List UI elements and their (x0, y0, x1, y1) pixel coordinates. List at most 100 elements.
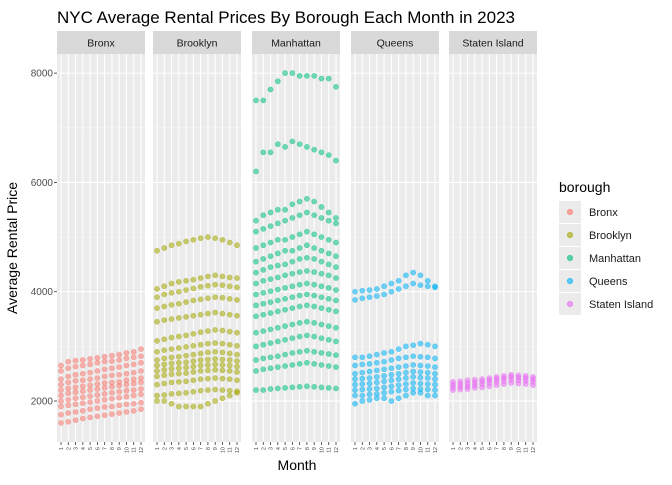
data-point (130, 354, 137, 361)
legend-item: Queens (559, 270, 628, 292)
legend-label: Queens (589, 276, 628, 288)
data-point (289, 294, 296, 301)
data-point (515, 380, 522, 387)
data-point (58, 398, 64, 404)
data-point (116, 382, 123, 389)
data-point (168, 289, 175, 296)
data-point (304, 254, 310, 261)
data-point (183, 314, 189, 320)
data-point (260, 256, 267, 262)
data-point (318, 321, 325, 328)
data-point (219, 395, 226, 402)
data-point (79, 394, 86, 401)
x-tick-label: 9 (117, 447, 123, 450)
data-point (260, 277, 267, 284)
data-point (289, 258, 296, 265)
x-tick-label: 8 (502, 447, 508, 450)
data-point (212, 348, 219, 355)
data-point (154, 318, 160, 325)
data-point (138, 391, 144, 398)
data-point (253, 258, 259, 265)
data-point (333, 324, 339, 331)
data-point (381, 373, 387, 379)
x-tick-label: 1 (155, 447, 161, 450)
data-point (432, 355, 438, 362)
x-tick-label: 11 (426, 447, 432, 453)
data-point (274, 308, 281, 315)
data-point (190, 342, 197, 349)
data-point (168, 400, 175, 407)
facet-strip (153, 31, 241, 54)
data-point (154, 348, 160, 355)
data-point (333, 239, 339, 246)
data-point (65, 402, 72, 409)
data-point (234, 329, 240, 336)
data-point (388, 280, 395, 287)
data-point (260, 366, 267, 373)
data-point (424, 375, 431, 381)
data-point (168, 301, 175, 308)
x-tick-label: 4 (375, 447, 381, 450)
data-point (325, 209, 332, 216)
data-point (388, 357, 395, 363)
data-point (212, 386, 219, 393)
data-point (282, 144, 288, 150)
data-point (318, 247, 325, 254)
data-point (493, 382, 500, 389)
data-point (373, 395, 380, 402)
data-point (479, 384, 485, 391)
data-point (403, 343, 409, 350)
data-point (359, 354, 366, 361)
data-point (219, 310, 226, 317)
data-point (168, 354, 175, 361)
data-point (197, 329, 204, 336)
data-point (226, 274, 233, 281)
data-point (130, 387, 137, 393)
data-point (289, 384, 296, 391)
data-point (352, 400, 358, 407)
data-point (226, 328, 233, 335)
data-point (168, 391, 175, 397)
data-point (79, 377, 86, 384)
data-point (359, 361, 366, 368)
data-point (234, 275, 240, 281)
panel-background (252, 54, 340, 442)
data-point (219, 375, 226, 382)
data-point (381, 389, 387, 396)
data-point (318, 362, 325, 368)
data-point (212, 272, 219, 279)
data-point (318, 149, 325, 156)
data-point (325, 351, 332, 357)
data-point (333, 352, 339, 358)
data-point (395, 395, 402, 402)
data-point (410, 269, 417, 276)
data-point (311, 333, 318, 340)
facet-strip (57, 31, 145, 54)
data-point (274, 262, 281, 269)
data-point (333, 287, 339, 293)
data-point (267, 386, 274, 392)
data-point (432, 381, 438, 388)
data-point (219, 294, 226, 301)
x-tick-label: 6 (191, 447, 197, 450)
data-point (410, 389, 417, 396)
data-point (87, 361, 93, 368)
data-point (366, 386, 373, 392)
data-point (373, 379, 380, 386)
data-point (226, 376, 233, 383)
data-point (123, 409, 130, 415)
data-point (410, 362, 417, 368)
data-point (161, 392, 168, 398)
data-point (282, 285, 288, 291)
data-point (352, 376, 358, 383)
x-tick-label: 8 (110, 447, 116, 450)
data-point (116, 410, 123, 416)
data-point (72, 377, 79, 384)
legend-label: Brooklyn (589, 230, 632, 242)
data-point (325, 385, 332, 391)
x-tick-label: 12 (235, 447, 241, 453)
data-point (58, 381, 64, 388)
data-point (226, 295, 233, 302)
data-point (318, 305, 325, 311)
